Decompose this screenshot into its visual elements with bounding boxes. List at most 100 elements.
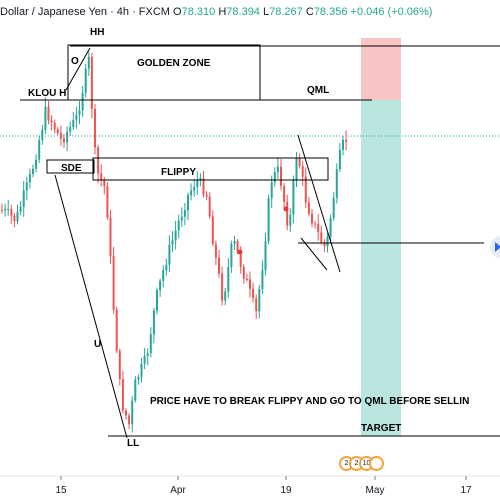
candle-body — [230, 243, 233, 268]
candle-body — [304, 176, 307, 203]
candle-body — [131, 400, 134, 425]
swing-line-down[interactable] — [54, 174, 128, 439]
candle-body — [13, 215, 16, 222]
candle-body — [32, 168, 34, 174]
candle-body — [332, 197, 335, 219]
candle-body — [255, 298, 258, 312]
candle-body — [252, 288, 255, 299]
candle-body — [236, 241, 239, 252]
symbol-name[interactable]: Dollar / Japanese Yen · 4h · FXCM — [0, 6, 170, 18]
flippy-box[interactable] — [92, 157, 329, 181]
golden-zone-box[interactable] — [67, 44, 261, 101]
candle-body — [276, 166, 279, 173]
scroll-to-realtime-button[interactable] — [490, 236, 500, 258]
candle-body — [218, 257, 220, 274]
candle-body — [301, 165, 304, 177]
candle-body — [63, 138, 65, 143]
candle-body — [196, 180, 199, 188]
signal-dot — [237, 249, 243, 255]
candle-body — [115, 309, 118, 351]
stop-loss-zone[interactable] — [361, 38, 401, 100]
candle-body — [25, 182, 28, 191]
candle-body — [94, 108, 96, 148]
candle-body — [56, 129, 59, 133]
candle-body — [267, 198, 270, 242]
candle-body — [121, 379, 124, 411]
open-value: 78.310 — [181, 6, 216, 18]
candle-body — [137, 376, 140, 380]
candle-body — [307, 202, 310, 214]
wedge-line-lower[interactable] — [300, 237, 328, 271]
swing-line-up-left[interactable] — [65, 47, 91, 91]
candle-body — [1, 210, 3, 211]
candle-body — [180, 216, 183, 221]
candle-body — [174, 230, 177, 241]
candle-body — [22, 190, 25, 208]
symbol-header: Dollar / Japanese Yen · 4h · FXCM O78.31… — [0, 6, 432, 24]
low-label: L — [263, 6, 270, 18]
high-value: 78.394 — [226, 6, 260, 18]
candle-body — [4, 209, 7, 211]
candle-body — [97, 147, 100, 174]
candle-body — [345, 139, 348, 142]
candle-body — [59, 132, 62, 139]
candle-body — [249, 279, 251, 289]
klou-label: KLOU H — [28, 88, 66, 99]
wedge-line-upper[interactable] — [297, 134, 341, 273]
candle-body — [84, 68, 87, 94]
ll-label: LL — [127, 438, 139, 449]
candle-body — [258, 288, 261, 312]
candle-body — [69, 127, 72, 132]
qml-label: QML — [307, 85, 329, 96]
target-label: TARGET — [361, 423, 401, 434]
candle-body — [162, 270, 165, 281]
candle-body — [53, 122, 56, 130]
candle-body — [87, 56, 90, 69]
event-icon[interactable] — [369, 456, 384, 471]
candle-body — [156, 290, 158, 311]
candle-body — [81, 93, 84, 111]
take-profit-zone[interactable] — [361, 100, 401, 436]
candle-body — [286, 201, 289, 226]
candle-body — [323, 242, 326, 247]
candle-body — [202, 178, 205, 195]
candles-group — [1, 51, 348, 433]
sde-box[interactable] — [46, 159, 95, 174]
candle-body — [134, 379, 137, 401]
candle-body — [190, 190, 193, 196]
candle-body — [320, 232, 323, 243]
x-tick-label: 19 — [280, 485, 292, 496]
close-value: 78.356 — [313, 6, 348, 18]
signal-dot — [283, 206, 289, 212]
candle-body — [335, 169, 338, 198]
candle-body — [208, 196, 211, 217]
candle-body — [221, 273, 224, 301]
candle-body — [273, 172, 276, 183]
candle-body — [35, 159, 38, 169]
u-label: U — [94, 339, 101, 350]
time-axis[interactable]: 15 Apr 19 May 17 — [55, 476, 472, 496]
candle-body — [205, 194, 208, 197]
candle-body — [239, 251, 242, 268]
candle-body — [149, 334, 152, 354]
sde-label: SDE — [61, 163, 82, 174]
candle-body — [171, 240, 174, 245]
candle-body — [28, 173, 31, 183]
candle-body — [125, 410, 127, 416]
candle-body — [47, 106, 50, 121]
candle-body — [143, 355, 146, 364]
candle-body — [298, 158, 301, 166]
candle-body — [16, 211, 19, 222]
candle-body — [245, 278, 248, 280]
candle-body — [10, 208, 13, 216]
x-tick-label: Apr — [170, 485, 186, 496]
candle-body — [211, 216, 214, 245]
low-value: 78.267 — [269, 6, 303, 18]
candle-body — [317, 223, 320, 233]
candle-body — [338, 149, 341, 170]
candle-body — [140, 363, 143, 377]
candle-body — [283, 186, 286, 202]
candle-body — [326, 236, 329, 247]
